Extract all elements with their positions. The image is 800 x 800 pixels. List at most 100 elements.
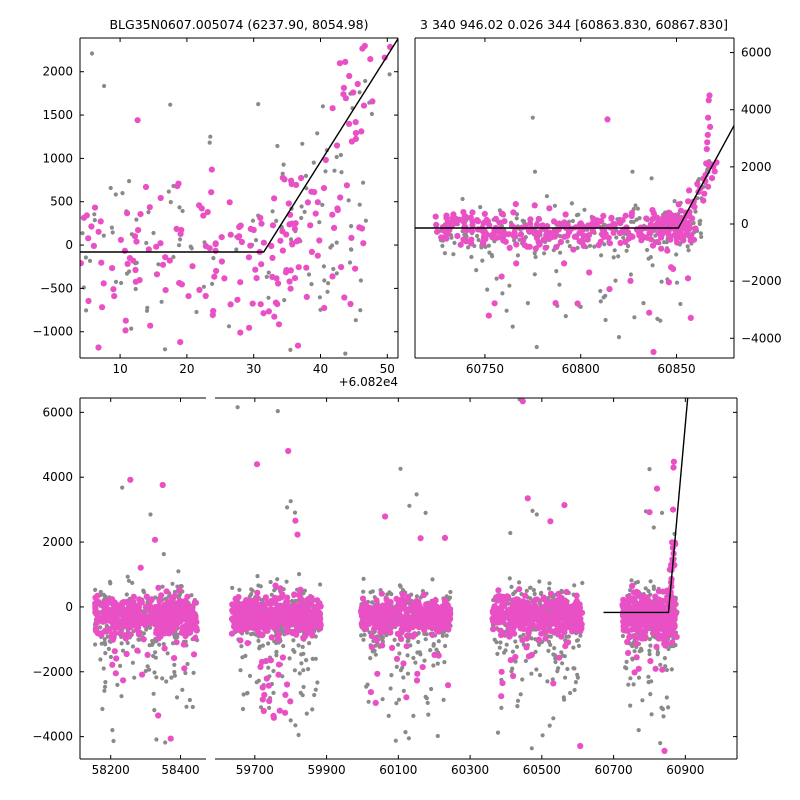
data-point [630,604,637,611]
data-point [691,220,696,226]
data-point [570,606,577,613]
x-tick-label: 59700 [236,763,274,777]
data-point [320,104,325,109]
data-point [542,613,549,620]
data-point [651,525,656,530]
data-point [238,668,243,673]
data-point [221,275,228,282]
data-point [561,219,568,226]
data-point [530,115,535,120]
data-point [662,220,669,227]
data-point [361,180,366,185]
data-point [638,646,644,651]
data-point [101,233,106,238]
data-point [420,591,427,599]
data-point [102,627,109,634]
data-point [469,222,476,229]
data-point [493,615,500,622]
data-point [560,615,567,622]
y-tick-label: 2000 [42,65,73,79]
data-point [293,598,298,603]
data-point [569,201,575,206]
data-point [253,599,260,606]
data-point [422,612,429,619]
scatter-pink-outliers [177,72,357,346]
data-point [226,199,233,206]
data-point [145,305,150,310]
data-point [177,205,182,210]
data-point [283,231,290,238]
data-point [397,613,404,621]
data-point [674,280,680,285]
data-point [275,577,280,582]
data-point [282,298,287,303]
data-point [421,627,428,634]
data-point [172,624,179,631]
data-point [388,686,393,691]
data-point [678,301,683,307]
x-tick-label: 60800 [562,362,600,376]
data-point [531,202,538,209]
data-point [501,615,508,622]
data-point [181,599,188,607]
data-point [641,604,648,611]
data-point [533,234,541,242]
data-point [253,275,260,282]
data-point [435,661,440,666]
data-point [563,675,568,680]
data-point [535,636,543,643]
data-point [508,630,515,637]
data-point [568,690,573,696]
data-point [332,168,337,173]
data-point [486,243,491,248]
data-point [631,682,636,687]
data-point [694,180,701,187]
data-point [509,608,516,616]
data-point [601,230,609,238]
data-point [168,200,173,205]
data-point [235,405,240,410]
data-point [608,214,615,221]
data-point [440,609,447,617]
data-point [425,700,430,706]
data-point [405,653,410,658]
data-point [145,664,150,669]
data-point [343,182,350,189]
data-point [125,574,130,579]
data-point [624,611,631,618]
data-point [653,485,661,492]
x-tick-label: 40 [313,362,328,376]
data-point [240,706,246,712]
data-point [603,317,608,323]
data-point [552,300,559,307]
data-point [299,661,304,666]
data-point [239,644,244,649]
data-point [457,241,464,248]
scatter-gray-outliers [235,398,671,751]
data-point [161,604,168,611]
data-point [527,611,534,618]
data-point [172,669,177,675]
data-point [417,535,424,542]
data-point [486,222,493,229]
data-point [627,597,634,604]
data-point [130,644,136,649]
data-point [509,584,514,590]
data-point [372,623,379,630]
data-point [153,655,158,660]
data-point [698,231,704,236]
data-point [649,242,657,249]
y-tick-label: 0 [65,600,73,614]
data-point [84,308,89,313]
data-point [304,186,309,191]
data-point [352,119,359,126]
data-point [306,596,313,603]
data-point [648,692,653,697]
data-point [512,653,519,661]
data-point [357,90,362,95]
data-point [121,247,128,254]
data-point [362,623,369,631]
data-point [258,261,265,268]
data-point [202,292,209,300]
